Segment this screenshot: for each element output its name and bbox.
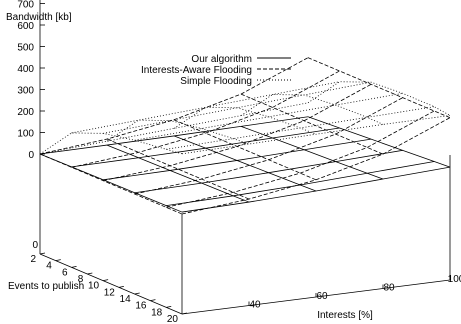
surface-mesh-line [307, 116, 451, 168]
surface-mesh-line [103, 81, 372, 134]
surface-mesh-line [173, 119, 317, 181]
y-tick-mark [103, 279, 109, 282]
y-tick-mark [134, 292, 140, 295]
legend-label-simple-flooding: Simple Flooding [180, 76, 252, 87]
y-tick-label: 4 [46, 261, 52, 272]
surface-mesh-line [71, 127, 340, 168]
x-tick-label: 60 [316, 291, 328, 302]
x-tick-labels: 40 60 80 100 [248, 274, 461, 311]
z-tick-label: 100 [17, 129, 34, 140]
surface-mesh-line [240, 125, 384, 180]
y-tick-label: 2 [30, 254, 36, 265]
y-tick-mark [55, 259, 61, 262]
y-tick-mark [150, 299, 156, 302]
y-tick-label: 16 [135, 301, 147, 312]
surface-mesh-line [71, 81, 340, 134]
z-tick-label: 500 [17, 43, 34, 54]
surface-our-algorithm [39, 116, 451, 213]
z-tick-labels: 0100200300400500600700800 [17, 0, 45, 161]
y-tick-mark [39, 252, 46, 255]
floor-edge-left [39, 253, 183, 315]
surface-mesh-line [181, 166, 451, 213]
y-axis-label: Events to publish [8, 281, 84, 292]
z-tick-label: 300 [17, 86, 34, 97]
surfaces [39, 57, 451, 215]
surface-mesh-line [173, 106, 317, 135]
surface-mesh-line [181, 115, 451, 155]
surface-mesh-line [39, 102, 309, 155]
y-tick-mark [71, 265, 77, 268]
surface-mesh-line [134, 92, 403, 141]
chart-title: Bandwidth [kb] [6, 12, 72, 23]
x-tick-label: 80 [383, 283, 395, 294]
x-axis-label: Interests [%] [317, 310, 373, 321]
surface-mesh-line [106, 138, 250, 200]
surface-simple-flooding [39, 81, 451, 155]
y-tick-mark [166, 305, 172, 308]
surface-mesh-line [240, 93, 384, 155]
y-tick-label: 12 [104, 287, 116, 298]
z-tick-label: 0 [28, 150, 34, 161]
surface-mesh-line [71, 70, 340, 168]
surface-mesh-line [39, 116, 309, 155]
surface-mesh-line [39, 153, 183, 213]
surface-mesh-line [173, 135, 317, 192]
y-tick-label: 14 [120, 294, 132, 305]
x-tick-label: 40 [249, 300, 261, 311]
axes-box [39, 0, 451, 315]
x-tick-label: 100 [448, 274, 461, 285]
z-tick-label: 700 [17, 0, 34, 11]
surface-mesh-line [240, 94, 384, 125]
z-tick-label: 600 [17, 21, 34, 32]
legend: Our algorithm Interests-Aware Flooding S… [141, 54, 291, 87]
surface-mesh-line [106, 144, 250, 203]
y-tick-mark [87, 272, 93, 275]
y-tick-label: 10 [88, 281, 100, 292]
surface-mesh-line [166, 161, 435, 207]
z-tick-label: 200 [17, 107, 34, 118]
y-tick-mark [181, 312, 188, 315]
y-tick-mark [118, 285, 124, 288]
surface-mesh-line [307, 57, 451, 119]
y-tick-label: 18 [151, 307, 163, 318]
y-tick-label: 6 [62, 267, 68, 278]
y-tick-label: 20 [167, 314, 179, 324]
y-tick-label: 8 [78, 274, 84, 285]
surface-mesh-line [181, 117, 451, 215]
legend-label-interests-aware: Interests-Aware Flooding [141, 65, 252, 76]
surface-mesh-line [166, 110, 435, 208]
legend-label-our-algorithm: Our algorithm [191, 54, 252, 65]
surface-mesh-line [106, 119, 250, 145]
floor-zero-label: 0 [32, 240, 38, 251]
z-tick-label: 400 [17, 64, 34, 75]
surface-mesh-line [39, 153, 183, 215]
